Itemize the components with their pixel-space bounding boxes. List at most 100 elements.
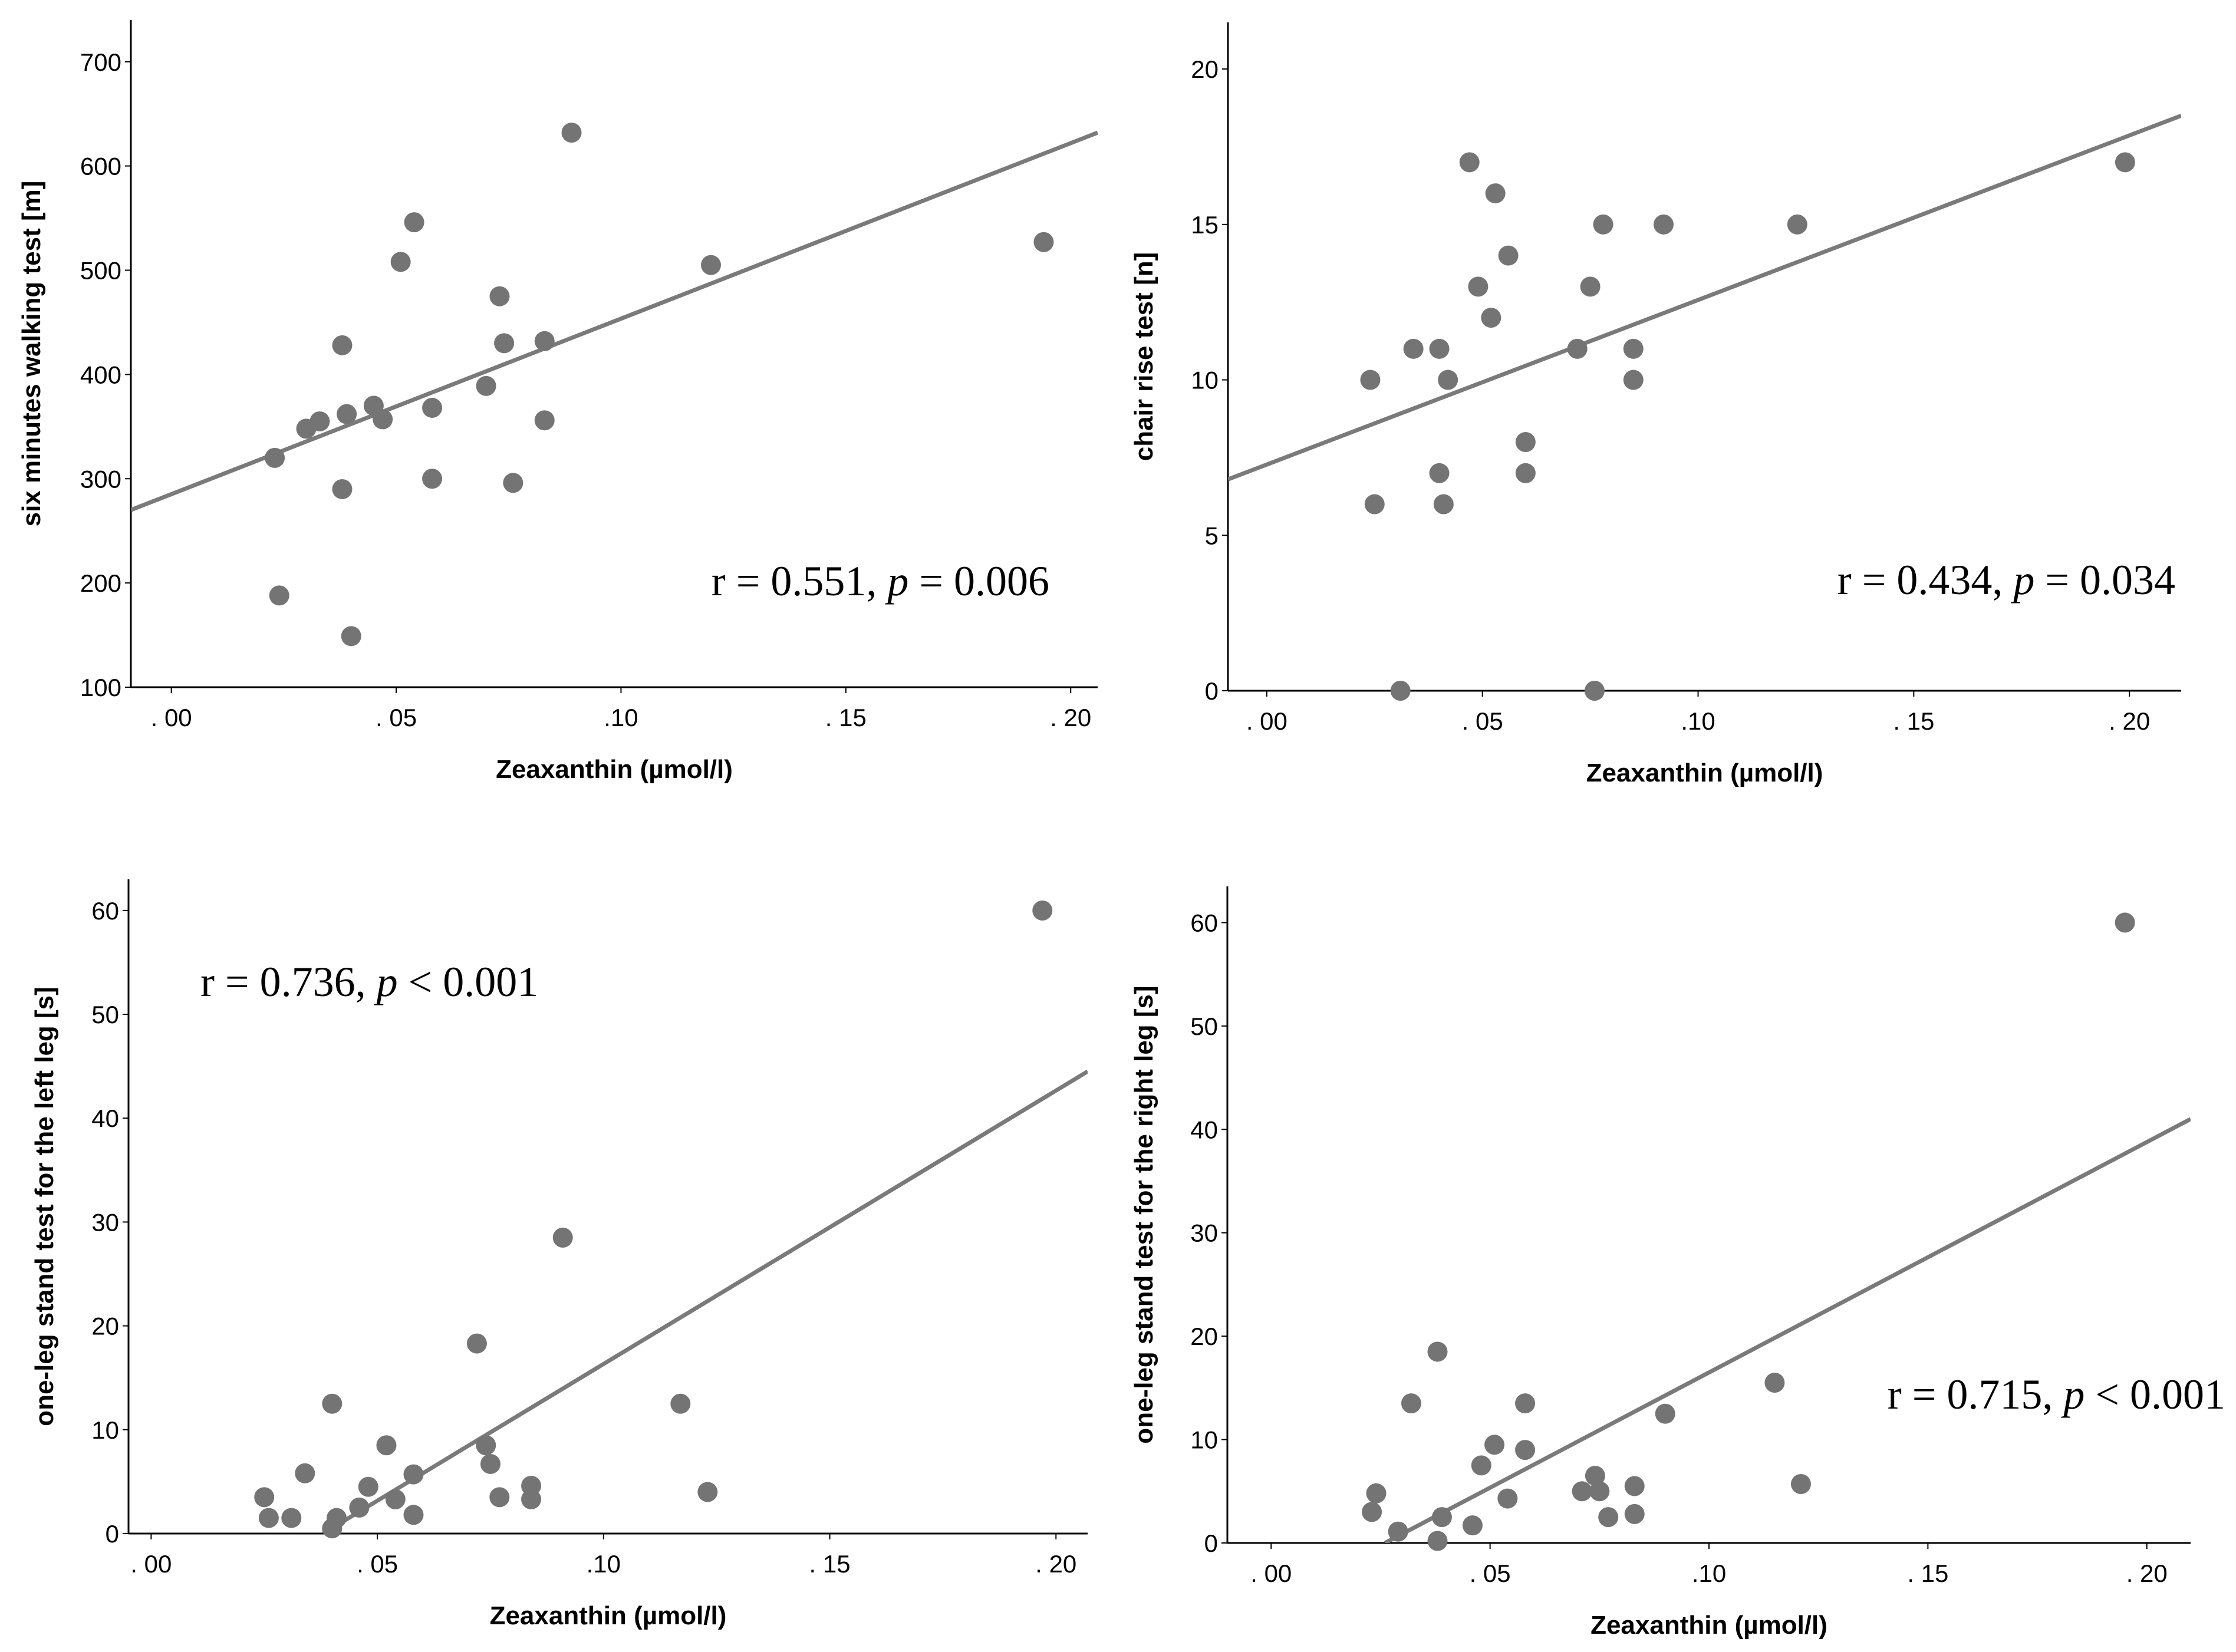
data-point <box>1033 232 1054 252</box>
x-tick-label: . 00 <box>151 704 192 731</box>
y-tick-label: 10 <box>91 1416 119 1444</box>
y-tick-label: 20 <box>91 1313 119 1340</box>
data-point <box>1497 1488 1518 1509</box>
annotation-r: r = 0.736, <box>200 958 377 1005</box>
data-point <box>1653 214 1674 235</box>
data-point <box>466 1333 487 1354</box>
data-point <box>1032 900 1053 921</box>
data-point <box>1427 1341 1448 1362</box>
data-point <box>489 286 510 306</box>
data-point <box>534 410 555 431</box>
y-tick-label: 100 <box>80 674 121 701</box>
data-point <box>1388 1521 1408 1542</box>
annotation-p-value: = 0.006 <box>908 558 1049 605</box>
data-point <box>1498 245 1519 266</box>
y-tick-label: 0 <box>1204 1529 1218 1557</box>
y-tick-label: 30 <box>1190 1219 1218 1247</box>
x-tick-label: .10 <box>1681 707 1715 735</box>
x-tick-label: . 05 <box>1462 707 1503 735</box>
data-point <box>403 1464 424 1485</box>
data-point <box>1764 1373 1785 1393</box>
y-tick-label: 40 <box>91 1104 119 1132</box>
data-point <box>1484 1435 1505 1455</box>
data-point <box>552 1227 573 1248</box>
data-point <box>309 411 330 431</box>
x-axis-title: Zeaxanthin (µmol/l) <box>496 755 733 784</box>
data-point <box>1515 463 1536 483</box>
data-point <box>494 333 515 354</box>
chart-left-leg: 0 10 20 30 40 50 60 . 00 . 05 .10 . 15 . 20 Zeaxanth… <box>30 879 1088 1630</box>
x-axis-title: Zeaxanthin (µmol/l) <box>1586 759 1823 787</box>
x-tick-label: . 00 <box>130 1550 172 1578</box>
regression-line <box>1228 113 2181 482</box>
x-tick-label: . 15 <box>1907 1559 1948 1587</box>
data-point <box>1438 370 1458 390</box>
data-point <box>1485 183 1506 204</box>
y-tick-label: 50 <box>91 1001 119 1028</box>
x-tick-label: . 20 <box>1035 1550 1076 1578</box>
x-axis-title: Zeaxanthin (µmol/l) <box>1590 1611 1827 1640</box>
data-point <box>1515 1440 1536 1460</box>
data-point <box>1624 1476 1645 1496</box>
data-point <box>521 1475 542 1496</box>
data-point <box>358 1476 378 1497</box>
correlation-annotation: r = 0.551, p = 0.006 <box>712 558 1049 605</box>
regression-line <box>131 130 1098 512</box>
data-point <box>1585 1465 1605 1486</box>
chart-right-leg: 0 10 20 30 40 50 60 . 00 . 05 .10 . 15 . 20 Zeaxanth… <box>1129 886 2225 1640</box>
data-point <box>1580 276 1601 297</box>
data-point <box>404 212 424 233</box>
data-point <box>258 1508 279 1528</box>
y-tick-label: 50 <box>1190 1013 1218 1040</box>
data-point <box>1429 338 1450 359</box>
data-point <box>476 1435 496 1456</box>
data-point <box>1366 1483 1387 1503</box>
annotation-r: r = 0.551, <box>712 558 888 605</box>
data-point <box>1431 1507 1452 1528</box>
annotation-p-label: p <box>2010 556 2034 604</box>
x-tick-label: . 15 <box>1893 707 1934 735</box>
data-point <box>1429 463 1450 483</box>
annotation-p-value: < 0.001 <box>398 958 539 1005</box>
data-point <box>1468 276 1489 297</box>
data-point <box>1471 1455 1491 1476</box>
data-point <box>1459 152 1480 173</box>
correlation-annotation: r = 0.736, p < 0.001 <box>200 958 538 1005</box>
data-point <box>1589 1481 1610 1502</box>
data-point <box>327 1508 347 1528</box>
y-tick-label: 20 <box>1191 55 1219 83</box>
data-point <box>1623 338 1644 359</box>
data-point <box>1790 1474 1811 1495</box>
annotation-p-label: p <box>2060 1371 2084 1418</box>
data-point <box>697 1482 718 1502</box>
y-tick-label: 60 <box>91 897 119 925</box>
x-axis-title: Zeaxanthin (µmol/l) <box>490 1601 727 1630</box>
x-tick-label: . 00 <box>1246 707 1287 735</box>
data-point <box>480 1453 500 1474</box>
y-tick-label: 500 <box>80 257 121 285</box>
chart-chair: 0 5 10 15 20 . 00 . 05 .10 . 15 . 20 Zeaxanthin (µ… <box>1129 22 2181 787</box>
data-point <box>1624 1503 1645 1524</box>
data-point <box>390 252 411 272</box>
data-point <box>265 447 285 468</box>
data-point <box>332 335 353 355</box>
data-point <box>1403 338 1424 359</box>
y-tick-label: 0 <box>106 1520 119 1548</box>
data-point <box>1515 1393 1536 1414</box>
data-point <box>1515 432 1536 453</box>
data-point <box>1401 1393 1421 1414</box>
data-point <box>2115 152 2135 173</box>
y-axis-title: chair rise test [n] <box>1129 252 1158 461</box>
data-point <box>403 1505 424 1525</box>
data-point <box>337 404 357 424</box>
data-point <box>1567 338 1588 359</box>
data-point <box>1593 214 1613 235</box>
data-point <box>1598 1507 1619 1528</box>
data-point <box>1390 681 1411 701</box>
data-point <box>269 585 289 606</box>
data-point <box>322 1393 343 1414</box>
y-axis-title: six minutes walking test [m] <box>17 181 46 527</box>
data-point <box>341 626 361 647</box>
data-point <box>385 1489 406 1509</box>
data-point <box>534 331 555 351</box>
